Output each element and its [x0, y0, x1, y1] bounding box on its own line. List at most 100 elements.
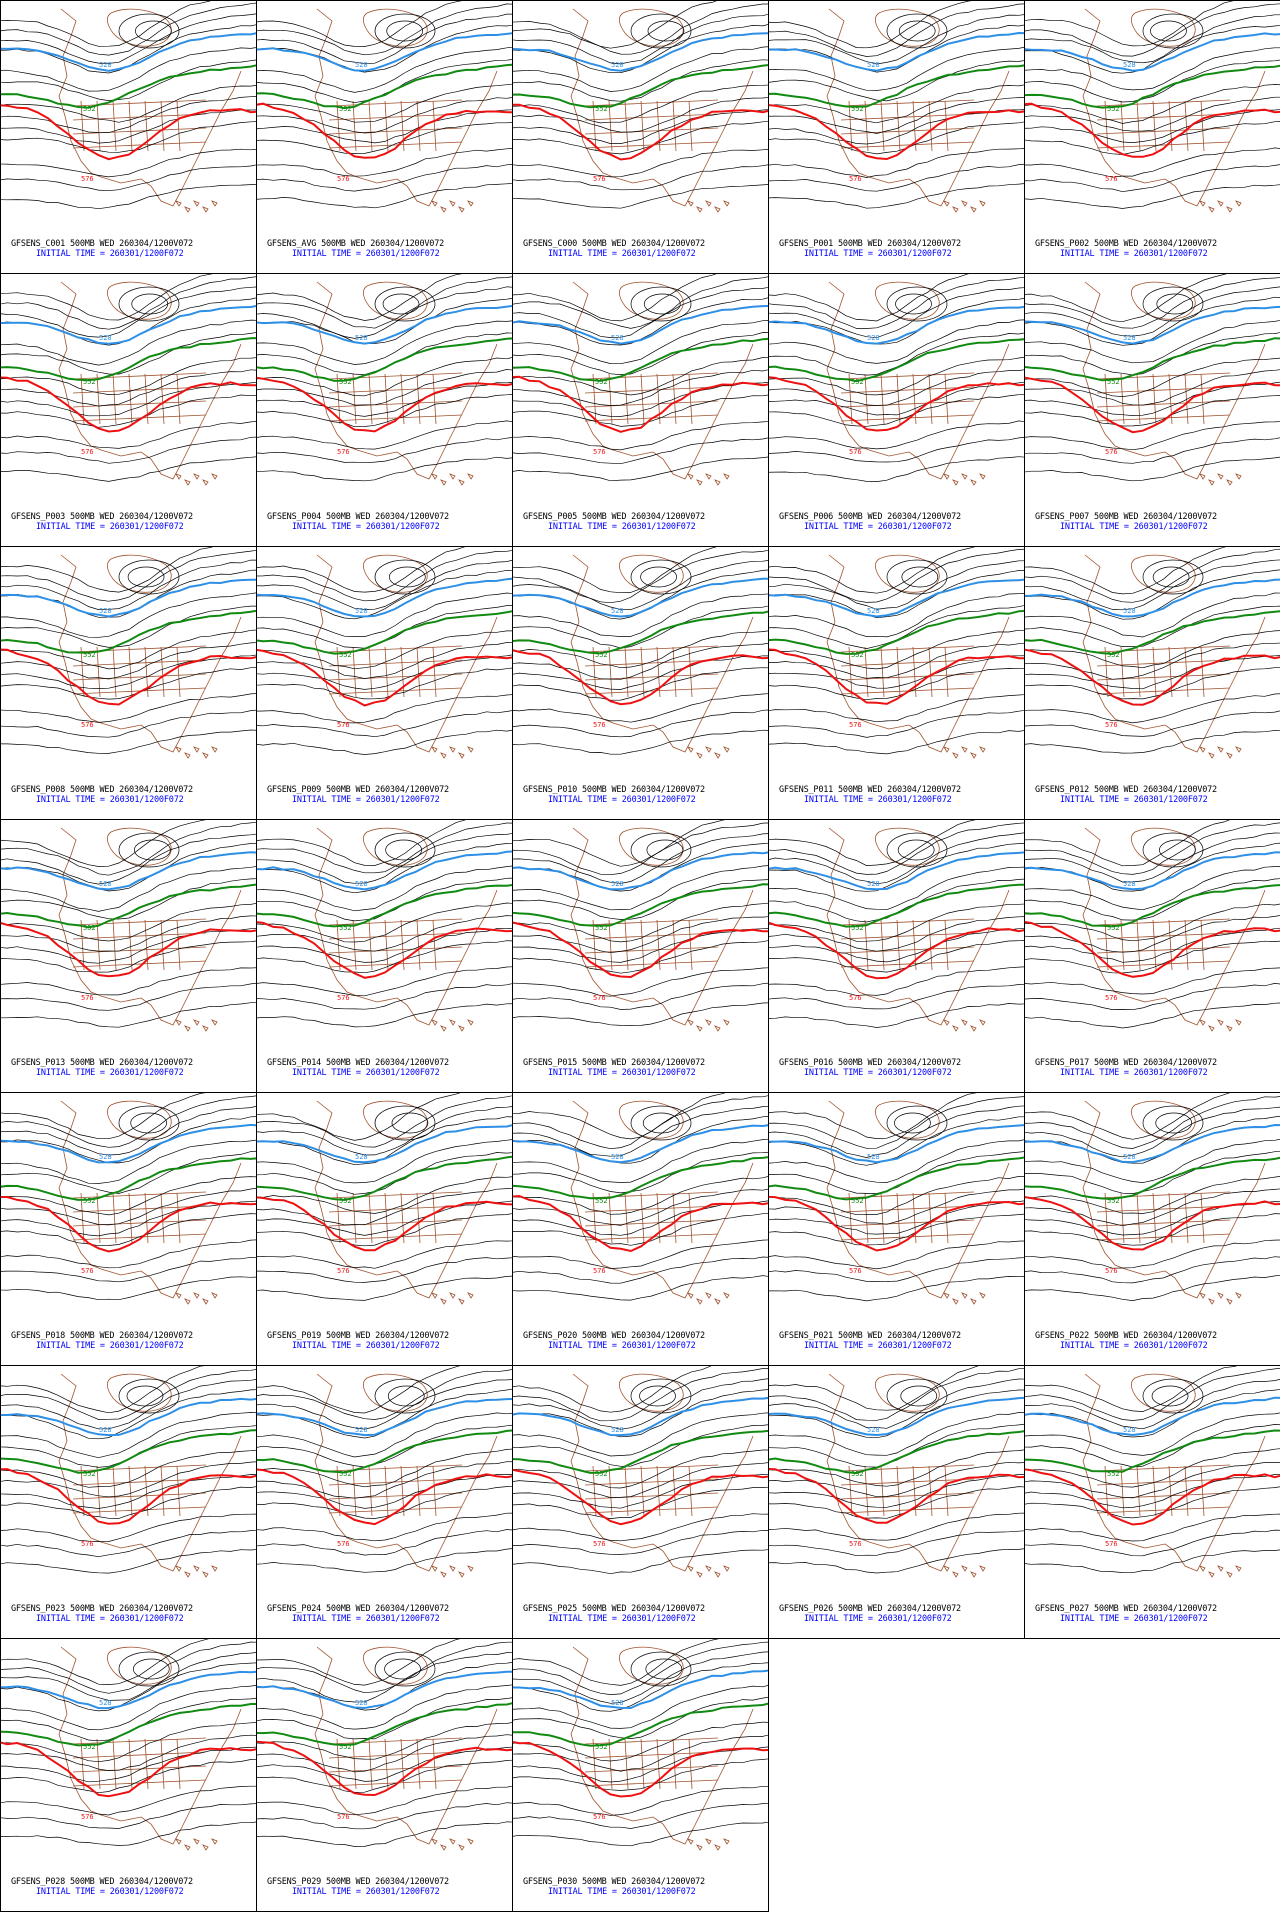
contour-label-green: 552 [339, 924, 352, 932]
contour-552-line [769, 1156, 1024, 1201]
height-contour-map: 528 552 576 [513, 547, 768, 759]
panel-initial-time: INITIAL TIME = 260301/1200F072 [1060, 1341, 1208, 1351]
panel-caption: GFSENS_P030 500MB WED 260304/1200V072 [523, 1877, 705, 1887]
panel-initial-time: INITIAL TIME = 260301/1200F072 [1060, 249, 1208, 259]
contour-label-red: 576 [593, 1267, 606, 1275]
contour-label-green: 552 [595, 1197, 608, 1205]
contour-label-red: 576 [81, 1267, 94, 1275]
contour-label-green: 552 [1107, 651, 1120, 659]
contour-label-blue: 528 [611, 880, 624, 888]
ensemble-member-panel: 528 552 576 GFSENS_C001 500MB WED 260304/12… [0, 0, 257, 274]
ensemble-member-panel: 528 552 576 GFSENS_P002 500MB WED 260304/12… [1024, 0, 1280, 274]
panel-caption: GFSENS_P006 500MB WED 260304/1200V072 [779, 512, 961, 522]
panel-caption: GFSENS_P021 500MB WED 260304/1200V072 [779, 1331, 961, 1341]
contour-label-red: 576 [337, 175, 350, 183]
black-contours [1025, 1, 1280, 209]
panel-initial-time: INITIAL TIME = 260301/1200F072 [36, 1614, 184, 1624]
contour-label-green: 552 [339, 1197, 352, 1205]
panel-caption: GFSENS_P019 500MB WED 260304/1200V072 [267, 1331, 449, 1341]
contour-label-red: 576 [849, 1540, 862, 1548]
contour-label-blue: 528 [99, 1153, 112, 1161]
height-contour-map: 528 552 576 [257, 547, 512, 759]
contour-label-green: 552 [83, 1743, 96, 1751]
black-contours [513, 1093, 768, 1301]
contour-label-red: 576 [337, 1813, 350, 1821]
contour-label-blue: 528 [99, 1699, 112, 1707]
contour-528-line [1025, 851, 1280, 891]
black-contours [769, 1366, 1024, 1574]
contour-label-green: 552 [83, 105, 96, 113]
height-contour-map: 528 552 576 [513, 1639, 768, 1851]
contour-552-line [257, 610, 512, 655]
height-contour-map: 528 552 576 [769, 1, 1024, 213]
contour-label-blue: 528 [611, 1426, 624, 1434]
black-contours [1, 1093, 256, 1301]
contour-576-line [1025, 102, 1280, 158]
ensemble-member-panel: 528 552 576 GFSENS_AVG 500MB WED 260304/120… [256, 0, 513, 274]
geography-outline [1082, 554, 1266, 759]
height-contour-map: 528 552 576 [257, 274, 512, 486]
contour-576-line [257, 1196, 512, 1252]
contour-label-green: 552 [83, 924, 96, 932]
contour-552-line [257, 1702, 512, 1747]
ensemble-member-panel: 528 552 576 GFSENS_P010 500MB WED 260304/12… [512, 546, 769, 820]
ensemble-member-panel: 528 552 576 GFSENS_P024 500MB WED 260304/12… [256, 1365, 513, 1639]
panel-caption: GFSENS_P029 500MB WED 260304/1200V072 [267, 1877, 449, 1887]
panel-caption: GFSENS_C000 500MB WED 260304/1200V072 [523, 239, 705, 249]
panel-caption: GFSENS_P020 500MB WED 260304/1200V072 [523, 1331, 705, 1341]
contour-label-blue: 528 [355, 1699, 368, 1707]
panel-initial-time: INITIAL TIME = 260301/1200F072 [548, 1887, 696, 1897]
contour-label-red: 576 [593, 448, 606, 456]
black-contours [257, 274, 512, 482]
black-contours [769, 1, 1024, 209]
contour-label-blue: 528 [611, 607, 624, 615]
contour-label-blue: 528 [1123, 880, 1136, 888]
ensemble-member-panel: 528 552 576 GFSENS_P020 500MB WED 260304/12… [512, 1092, 769, 1366]
panel-caption: GFSENS_P005 500MB WED 260304/1200V072 [523, 512, 705, 522]
contour-label-green: 552 [83, 378, 96, 386]
geography-outline [826, 1373, 1010, 1578]
ensemble-member-panel: 528 552 576 GFSENS_P011 500MB WED 260304/12… [768, 546, 1025, 820]
contour-label-blue: 528 [355, 1153, 368, 1161]
contour-label-green: 552 [595, 105, 608, 113]
contour-552-line [513, 337, 768, 382]
contour-528-line [513, 851, 768, 891]
contour-552-line [1, 1157, 256, 1201]
contour-label-blue: 528 [611, 1699, 624, 1707]
contour-528-line [1, 851, 256, 891]
contour-label-green: 552 [851, 651, 864, 659]
contour-label-green: 552 [1107, 924, 1120, 932]
black-contours [769, 547, 1024, 755]
ensemble-member-panel: 528 552 576 GFSENS_P004 500MB WED 260304/12… [256, 273, 513, 547]
panel-initial-time: INITIAL TIME = 260301/1200F072 [548, 1341, 696, 1351]
black-contours [1, 274, 256, 482]
contour-label-green: 552 [851, 378, 864, 386]
contour-528-line [513, 1124, 768, 1164]
ensemble-member-panel: 528 552 576 GFSENS_P019 500MB WED 260304/12… [256, 1092, 513, 1366]
contour-552-line [1, 609, 256, 654]
contour-label-red: 576 [81, 994, 94, 1002]
panel-initial-time: INITIAL TIME = 260301/1200F072 [804, 522, 952, 532]
ensemble-member-panel: 528 552 576 GFSENS_P022 500MB WED 260304/12… [1024, 1092, 1280, 1366]
contour-label-green: 552 [851, 924, 864, 932]
contour-528-line [769, 578, 1024, 618]
geography-outline [58, 1373, 242, 1578]
height-contour-map: 528 552 576 [257, 1, 512, 213]
height-contour-map: 528 552 576 [769, 547, 1024, 759]
black-contours [1025, 274, 1280, 482]
contour-576-line [1, 376, 256, 433]
contour-label-blue: 528 [355, 334, 368, 342]
height-contour-map: 528 552 576 [1, 1366, 256, 1578]
contour-label-blue: 528 [99, 880, 112, 888]
contour-label-green: 552 [595, 1470, 608, 1478]
height-contour-map: 528 552 576 [257, 1093, 512, 1305]
contour-label-red: 576 [81, 1813, 94, 1821]
contour-552-line [257, 63, 512, 110]
contour-576-line [1025, 1196, 1280, 1251]
contour-label-blue: 528 [1123, 607, 1136, 615]
contour-576-line [769, 104, 1024, 161]
contour-label-red: 576 [849, 175, 862, 183]
panel-caption: GFSENS_P013 500MB WED 260304/1200V072 [11, 1058, 193, 1068]
contour-528-line [257, 577, 512, 618]
contour-576-line [257, 102, 512, 159]
